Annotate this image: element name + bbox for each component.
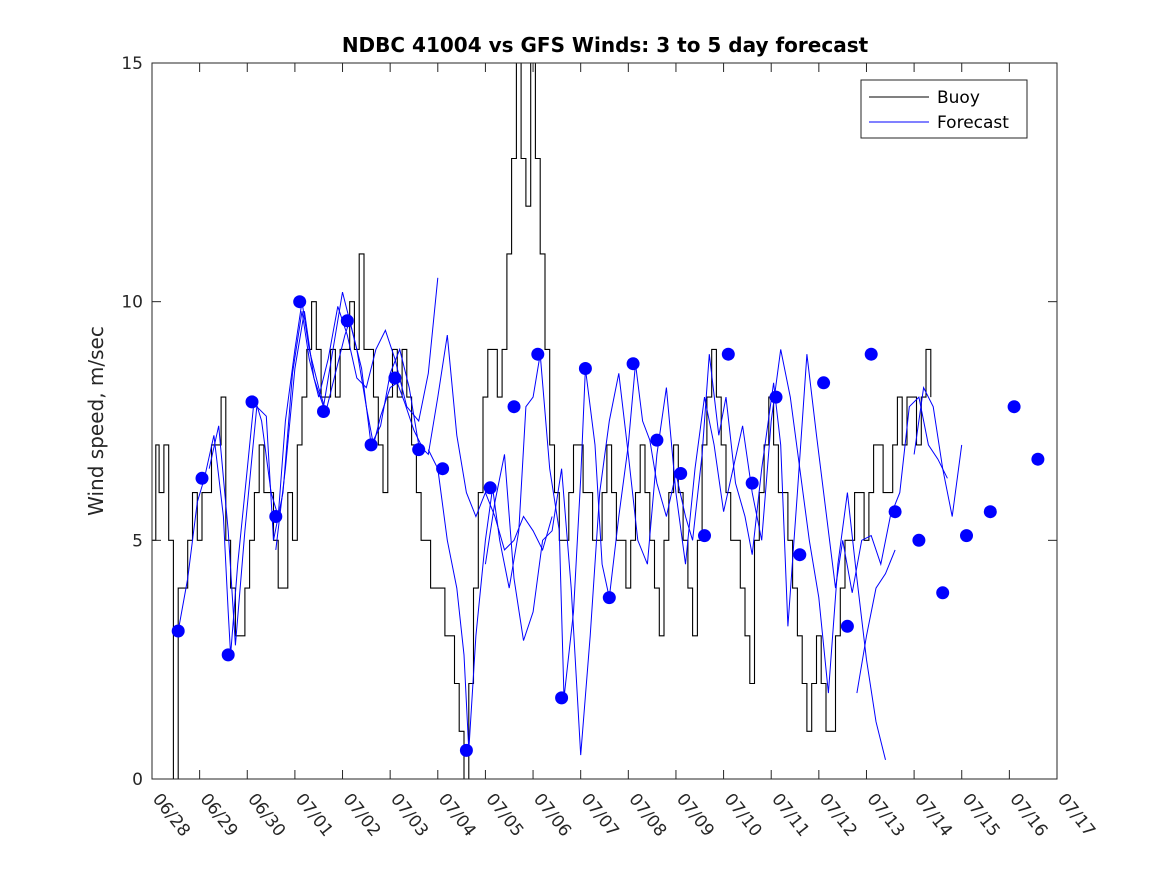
forecast-marker-19 [602, 591, 616, 605]
forecast-marker-1 [171, 624, 185, 638]
forecast-marker-35 [983, 505, 997, 519]
forecast-marker-31 [888, 505, 902, 519]
forecast-marker-28 [817, 376, 831, 390]
forecast-marker-6 [293, 295, 307, 309]
forecast-marker-13 [459, 743, 473, 757]
y-tick-label: 5 [132, 531, 143, 551]
y-axis-label: Wind speed, m/sec [84, 326, 108, 516]
forecast-marker-18 [578, 362, 592, 375]
forecast-marker-20 [626, 357, 640, 371]
forecast-marker-29 [840, 619, 854, 633]
forecast-line-5 [484, 349, 886, 761]
forecast-line-2 [208, 277, 439, 646]
y-tick-label: 10 [121, 293, 143, 313]
forecast-marker-17 [555, 691, 569, 705]
legend-box [860, 79, 1028, 139]
forecast-marker-21 [650, 433, 664, 447]
forecast-marker-2 [195, 471, 209, 485]
forecast-marker-16 [531, 347, 545, 361]
forecast-marker-37 [1031, 452, 1045, 466]
legend-label-buoy: Buoy [937, 88, 980, 108]
forecast-marker-12 [436, 462, 450, 476]
forecast-line-3 [275, 291, 553, 552]
forecast-marker-24 [721, 347, 735, 361]
forecast-marker-9 [364, 438, 378, 452]
forecast-marker-34 [960, 529, 973, 543]
legend: Buoy Forecast [860, 79, 1028, 139]
buoy-line [152, 63, 932, 779]
forecast-marker-7 [317, 405, 330, 418]
chart-title: NDBC 41004 vs GFS Winds: 3 to 5 day fore… [342, 33, 869, 57]
forecast-marker-10 [388, 371, 402, 385]
forecast-line-1 [177, 301, 422, 655]
series-group [152, 63, 1045, 779]
forecast-marker-23 [698, 529, 711, 543]
y-tick-label: 15 [121, 54, 143, 74]
forecast-marker-27 [793, 548, 807, 562]
forecast-marker-33 [936, 586, 950, 600]
legend-label-forecast: Forecast [937, 113, 1009, 133]
forecast-line-6 [856, 549, 896, 694]
axes-background [152, 63, 1057, 779]
forecast-marker-32 [912, 533, 926, 547]
forecast-marker-5 [269, 510, 283, 523]
plot-area: 06/28 06/29 06/30 07/01 07/02 07/03 07/04 07/05… [121, 54, 1099, 841]
forecast-line-4 [427, 354, 948, 751]
forecast-marker-30 [864, 347, 878, 361]
forecast-marker-14 [483, 481, 497, 495]
axes-box [151, 62, 1058, 780]
forecast-line-7 [913, 385, 963, 517]
forecast-marker-25 [745, 476, 759, 490]
forecast-marker-36 [1007, 400, 1021, 414]
forecast-marker-15 [507, 400, 521, 414]
forecast-marker-11 [412, 443, 426, 457]
forecast-marker-26 [769, 390, 783, 404]
y-tick-label: 0 [132, 770, 143, 790]
forecast-marker-22 [674, 467, 688, 480]
forecast-marker-3 [221, 648, 235, 662]
forecast-marker-4 [245, 395, 259, 409]
forecast-marker-8 [340, 314, 354, 328]
